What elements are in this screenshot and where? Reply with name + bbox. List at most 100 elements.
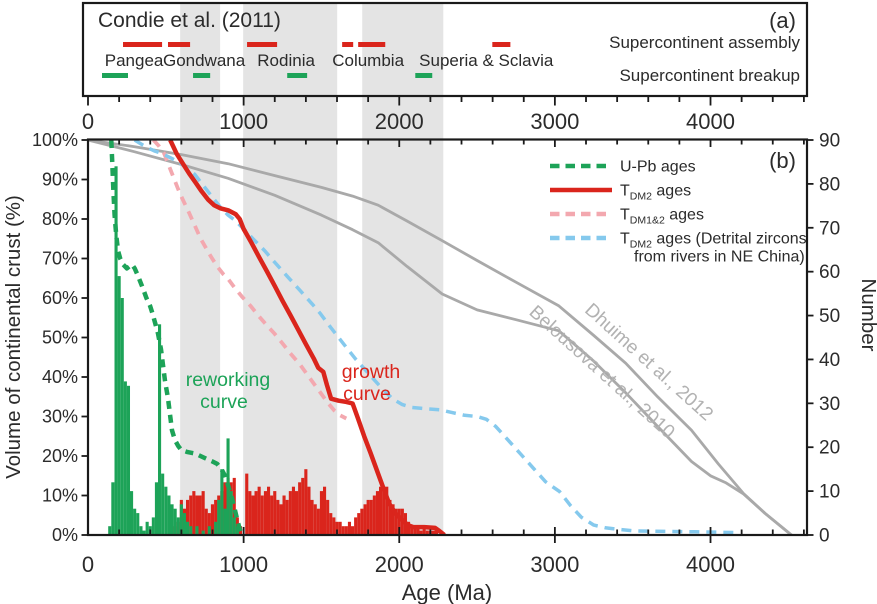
hist-bar bbox=[276, 499, 280, 535]
hist-bar bbox=[232, 517, 236, 535]
hist-bar bbox=[186, 521, 190, 535]
assembly-bar-0 bbox=[123, 42, 163, 47]
hist-bar bbox=[186, 499, 190, 535]
hist-bar bbox=[210, 504, 215, 535]
hist-bar bbox=[158, 324, 162, 535]
hist-bar bbox=[161, 473, 165, 535]
hist-bar bbox=[313, 504, 317, 535]
hist-bar bbox=[310, 499, 314, 535]
panel-b-corner-label: (b) bbox=[769, 148, 796, 173]
interaxis-tick-label-1000: 1000 bbox=[219, 109, 268, 134]
hist-bar bbox=[422, 526, 426, 535]
hist-bar bbox=[133, 508, 137, 535]
hist-bar bbox=[195, 495, 199, 535]
legend: U-Pb ages TDM2​ ages TDM1&2​ ages TDM2​ age… bbox=[550, 159, 807, 266]
supercontinent-label-2: Rodinia bbox=[257, 51, 315, 70]
curve-tdm2-ages-detrital-zircons-from-rivers-in-ne-china- bbox=[133, 140, 736, 535]
hist-bar bbox=[397, 508, 401, 535]
legend-label-tdm2: TDM2​ ages bbox=[620, 183, 691, 203]
hist-bar bbox=[407, 521, 411, 535]
assembly-bar-2 bbox=[247, 42, 278, 47]
left-tick-label-20: 20% bbox=[42, 446, 78, 466]
left-tick-label-60: 60% bbox=[42, 288, 78, 308]
y-right-axis-title: Number bbox=[857, 279, 877, 352]
curve-u-pb-ages-reworking-curve- bbox=[109, 140, 244, 535]
supercontinent-label-0: Pangea bbox=[105, 51, 164, 70]
hist-bar bbox=[167, 495, 171, 535]
right-tick-label-80: 80 bbox=[819, 174, 840, 195]
assembly-legend-label: Supercontinent assembly bbox=[609, 33, 800, 52]
left-tick-label-70: 70% bbox=[42, 249, 78, 269]
hist-bar bbox=[176, 517, 180, 535]
hist-bar bbox=[214, 499, 218, 535]
breakup-bar-3 bbox=[415, 73, 433, 78]
hist-bar bbox=[254, 491, 258, 535]
hist-bar bbox=[375, 491, 380, 535]
hist-bar bbox=[435, 530, 439, 535]
assembly-bar-3 bbox=[342, 42, 354, 47]
hist-bar bbox=[344, 526, 348, 535]
hist-bar bbox=[179, 504, 183, 535]
hist-bar bbox=[369, 499, 373, 535]
hist-bar bbox=[220, 469, 224, 535]
hist-bar bbox=[260, 495, 264, 535]
hist-bar bbox=[285, 499, 289, 535]
hist-bar bbox=[142, 530, 146, 535]
supercontinent-bands bbox=[180, 4, 444, 535]
hist-bar bbox=[347, 521, 352, 535]
hist-bar bbox=[151, 517, 155, 535]
reworking-curve-label-1: reworking bbox=[186, 369, 271, 391]
panel-a-title: Condie et al. (2011) bbox=[98, 9, 281, 32]
interaxis-tick-label-2000: 2000 bbox=[375, 109, 424, 134]
inter-panel-axis bbox=[87, 96, 805, 106]
band-2 bbox=[362, 4, 444, 535]
left-tick-label-80: 80% bbox=[42, 209, 78, 229]
left-tick-label-100: 100% bbox=[32, 130, 78, 150]
hist-bar bbox=[164, 486, 168, 535]
hist-bar bbox=[207, 526, 211, 535]
hist-bar bbox=[201, 530, 205, 535]
left-tick-label-90: 90% bbox=[42, 170, 78, 190]
hist-bar bbox=[170, 504, 174, 535]
hist-bar bbox=[357, 513, 361, 535]
hist-bar bbox=[248, 491, 252, 535]
hist-bar bbox=[189, 495, 193, 535]
growth-curve-label-2: curve bbox=[343, 383, 391, 405]
breakup-bar-2 bbox=[287, 73, 308, 78]
hist-bar bbox=[229, 491, 233, 535]
hist-bar bbox=[267, 486, 271, 535]
band-0 bbox=[180, 4, 221, 535]
right-tick-label-10: 10 bbox=[819, 482, 840, 503]
right-tick-label-70: 70 bbox=[819, 218, 840, 239]
hist-bar bbox=[354, 517, 358, 535]
hist-bar bbox=[198, 495, 202, 535]
hist-bar bbox=[263, 491, 268, 535]
hist-bar bbox=[114, 166, 118, 535]
hist-bar bbox=[338, 521, 342, 535]
hist-bar bbox=[391, 504, 395, 535]
hist-bar bbox=[316, 508, 320, 535]
hist-bar bbox=[204, 508, 208, 535]
assembly-bar-4 bbox=[358, 42, 386, 47]
left-tick-label-50: 50% bbox=[42, 328, 78, 348]
legend-label-tdm2ne: TDM2​ ages (Detrital zircons bbox=[620, 231, 807, 251]
x-tick-label-2000: 2000 bbox=[375, 552, 424, 577]
right-tick-label-30: 30 bbox=[819, 394, 840, 415]
left-tick-label-10: 10% bbox=[42, 486, 78, 506]
hist-bar bbox=[223, 482, 227, 535]
hist-bar bbox=[139, 526, 143, 535]
supercontinent-label-3: Columbia bbox=[332, 51, 404, 70]
breakup-bar-0 bbox=[102, 73, 128, 78]
hist-bar bbox=[217, 499, 221, 535]
hist-bar bbox=[431, 530, 436, 535]
interaxis-tick-label-0: 0 bbox=[82, 109, 94, 134]
hist-bar bbox=[419, 530, 423, 535]
legend-label-tdm2ne-line2: from rivers in NE China) bbox=[634, 249, 805, 266]
hist-bar bbox=[130, 491, 134, 535]
interaxis-tick-label-4000: 4000 bbox=[686, 109, 735, 134]
y-left-axis-title: Volume of continental crust (%) bbox=[2, 195, 25, 479]
hist-bar bbox=[372, 495, 376, 535]
hist-bar bbox=[329, 513, 333, 535]
hist-bar bbox=[366, 499, 370, 535]
